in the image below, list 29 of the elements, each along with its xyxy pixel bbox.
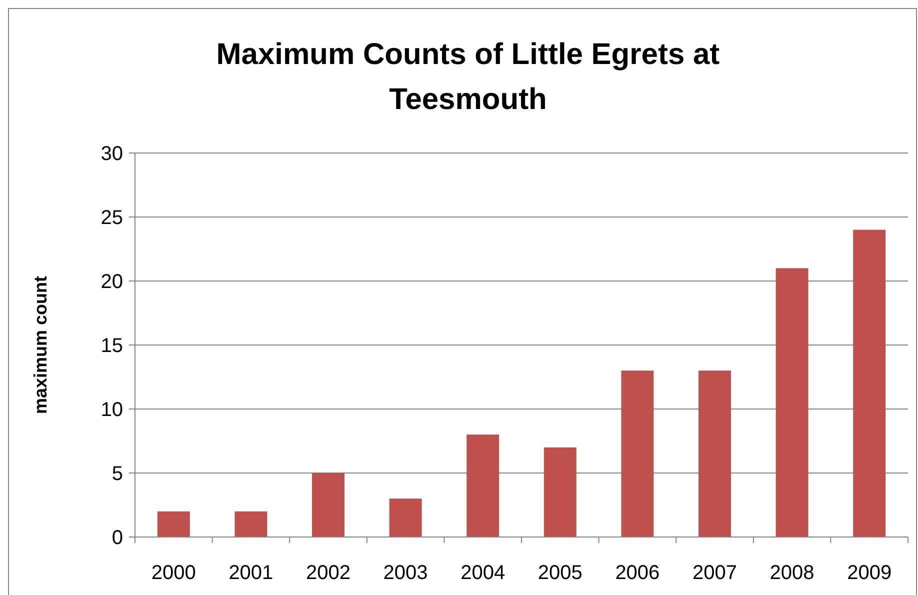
x-tick-label: 2009	[847, 562, 892, 584]
y-tick-label: 30	[100, 143, 123, 165]
bar	[466, 434, 500, 537]
x-tick-label: 2000	[151, 562, 196, 584]
bar	[698, 370, 731, 537]
bar	[312, 473, 344, 537]
bar	[234, 511, 268, 537]
chart-title: Maximum Counts of Little Egrets at Teesmouth	[216, 38, 720, 116]
y-tick-label: 0	[112, 527, 123, 549]
y-tick-label: 25	[100, 207, 123, 229]
x-tick-label: 2006	[615, 562, 660, 584]
bar	[621, 370, 654, 537]
y-tick-label: 5	[112, 463, 123, 485]
x-tick-label: 2003	[383, 562, 428, 584]
bar	[389, 498, 422, 537]
x-tick-label: 2008	[770, 562, 814, 584]
x-tick-label: 2005	[538, 562, 582, 584]
x-tick-label: 2002	[306, 562, 350, 584]
bar	[544, 447, 576, 537]
x-tick-label: 2001	[228, 562, 274, 584]
x-tick-label: 2004	[460, 562, 506, 584]
y-tick-label: 20	[100, 271, 123, 293]
x-tick-label: 2007	[692, 562, 737, 584]
bar	[853, 230, 886, 537]
bar	[157, 511, 190, 537]
y-axis-title: maximum count	[30, 276, 50, 414]
y-tick-label: 15	[100, 335, 123, 357]
bar	[776, 268, 808, 537]
y-tick-label: 10	[100, 399, 123, 421]
